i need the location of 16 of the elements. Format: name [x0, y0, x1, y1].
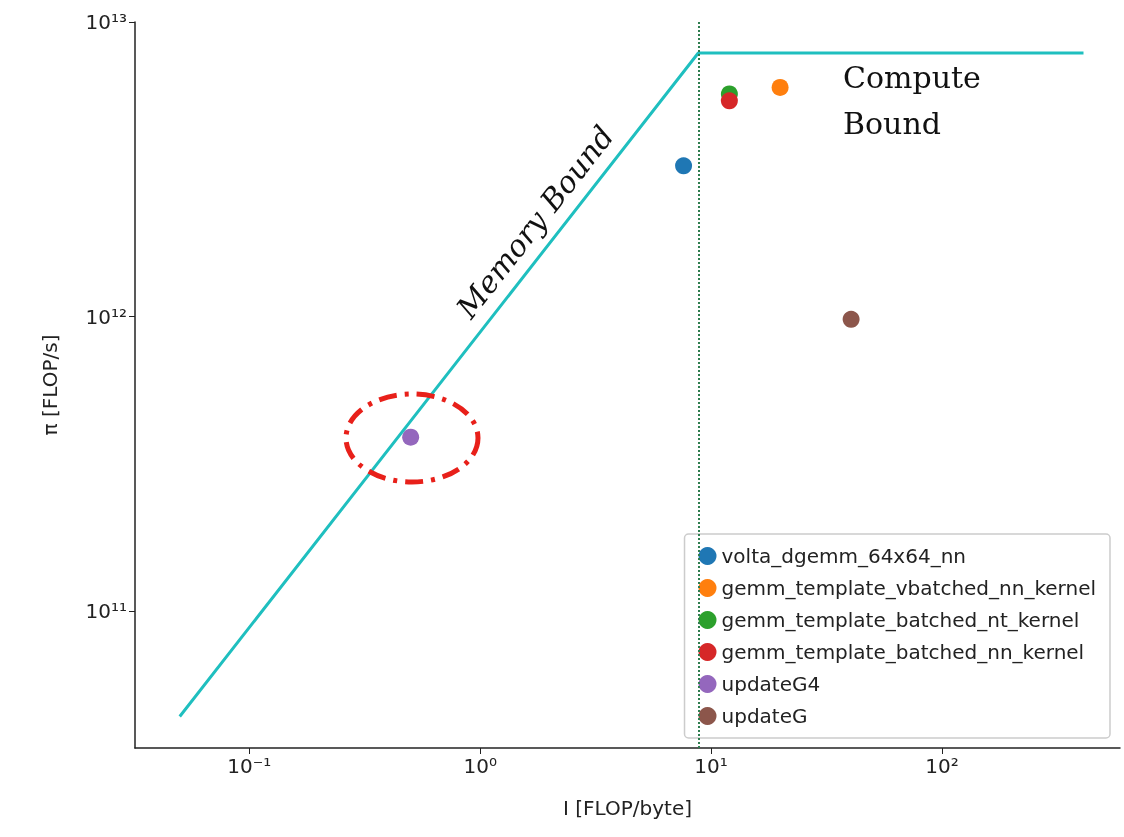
- y-axis-title: π [FLOP/s]: [38, 334, 62, 436]
- annotation: Compute Bound: [843, 59, 981, 141]
- y-tick-label: 10¹¹: [85, 599, 127, 624]
- legend-label: updateG: [721, 704, 808, 728]
- legend-label: gemm_template_batched_nn_kernel: [721, 640, 1085, 664]
- x-tick-label: 10²: [925, 754, 959, 778]
- x-tick-label: 10⁰: [463, 754, 497, 778]
- legend-label: volta_dgemm_64x64_nn: [721, 544, 966, 568]
- x-tick-label: 10¹: [694, 754, 728, 778]
- y-tick-label: 10¹³: [85, 10, 127, 34]
- legend-label: gemm_template_batched_nt_kernel: [721, 608, 1080, 632]
- x-tick-label: 10⁻¹: [227, 754, 272, 778]
- legend-label: gemm_template_vbatched_nn_kernel: [721, 576, 1096, 600]
- x-axis-title: I [FLOP/byte]: [562, 796, 693, 820]
- y-tick-label: 10¹²: [85, 304, 127, 329]
- legend-label: updateG4: [721, 672, 821, 696]
